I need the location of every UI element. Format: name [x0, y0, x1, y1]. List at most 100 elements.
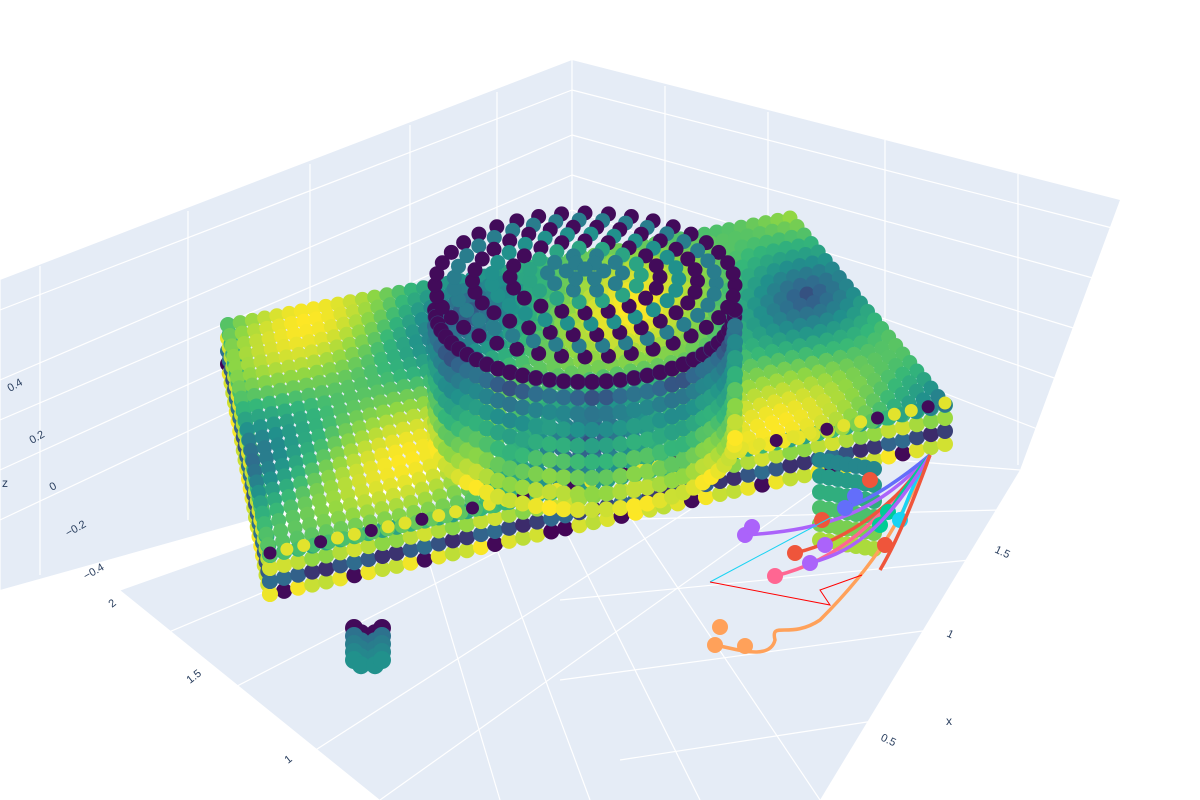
- voxel-point: [262, 573, 278, 589]
- voxel-point: [549, 290, 565, 306]
- voxel-point: [726, 482, 743, 499]
- voxel-point: [514, 383, 531, 400]
- voxel-point: [612, 483, 629, 500]
- voxel-point: [786, 430, 800, 444]
- voxel-point: [598, 389, 615, 406]
- voxel-point: [506, 258, 522, 274]
- voxel-point: [465, 273, 480, 289]
- voxel-point: [727, 334, 743, 350]
- voxel-point: [502, 233, 518, 249]
- voxel-point: [612, 435, 629, 452]
- voxel-point: [577, 305, 593, 321]
- voxel-point: [680, 295, 696, 311]
- voxel-point: [720, 299, 736, 315]
- voxel-point: [937, 436, 953, 452]
- voxel-point: [626, 450, 643, 467]
- voxel-point: [415, 512, 429, 526]
- voxel-point: [502, 412, 518, 429]
- voxel-point: [262, 560, 278, 576]
- y-tick-label: 1.5: [184, 667, 203, 686]
- voxel-point: [542, 372, 558, 388]
- voxel-point: [458, 542, 475, 559]
- voxel-point: [768, 460, 785, 477]
- voxel-point: [598, 421, 615, 438]
- voxel-point: [598, 437, 615, 454]
- voxel-point: [598, 485, 615, 502]
- voxel-point: [521, 320, 537, 336]
- voxel-point: [852, 441, 869, 458]
- voxel-point: [676, 316, 692, 332]
- voxel-point: [727, 318, 743, 334]
- voxel-point: [360, 551, 377, 568]
- voxel-point: [297, 539, 311, 552]
- voxel-point: [652, 412, 668, 429]
- voxel-point: [280, 542, 294, 556]
- voxel-point: [332, 570, 349, 587]
- voxel-point: [866, 425, 883, 442]
- voxel-point: [501, 297, 517, 313]
- voxel-point: [612, 387, 629, 404]
- voxel-point: [529, 526, 546, 543]
- voxel-point: [388, 531, 405, 548]
- voxel-point: [314, 535, 328, 549]
- voxel-point: [690, 243, 706, 259]
- voxel-point: [290, 579, 307, 596]
- voxel-point: [537, 312, 553, 328]
- voxel-point: [607, 254, 623, 270]
- voxel-point: [922, 426, 939, 443]
- voxel-point: [449, 505, 463, 519]
- trajectory-point: [787, 545, 803, 561]
- voxel-point: [514, 399, 531, 416]
- voxel-point: [374, 548, 391, 564]
- voxel-point: [612, 419, 629, 436]
- voxel-point: [527, 434, 544, 451]
- voxel-point: [727, 414, 743, 430]
- voxel-point: [489, 424, 506, 441]
- trajectory-line: [878, 454, 932, 571]
- voxel-point: [555, 453, 572, 470]
- voxel-point: [659, 324, 675, 340]
- voxel-point: [444, 545, 461, 562]
- voxel-point: [416, 551, 433, 568]
- trajectory-point: [837, 500, 853, 516]
- voxel-point: [522, 261, 538, 277]
- voxel-point: [555, 421, 572, 438]
- voxel-point: [577, 261, 593, 277]
- voxel-point: [598, 373, 614, 389]
- voxel-point: [458, 516, 475, 533]
- voxel-point: [276, 556, 293, 573]
- voxel-point: [471, 328, 487, 344]
- voxel-point: [711, 244, 727, 260]
- gridline: [559, 559, 971, 601]
- voxel-point: [318, 560, 335, 577]
- voxel-point: [820, 422, 834, 436]
- gridline: [299, 451, 781, 761]
- voxel-point: [554, 348, 570, 364]
- voxel-point: [531, 345, 547, 361]
- voxel-point: [569, 421, 586, 438]
- voxel-point: [489, 440, 506, 457]
- voxel-point: [332, 544, 349, 561]
- voxel-point: [796, 441, 813, 458]
- voxel-point: [502, 313, 518, 329]
- voxel-point: [486, 229, 502, 245]
- trajectory-point: [877, 537, 893, 553]
- voxel-point: [782, 457, 799, 474]
- voxel-point: [726, 469, 743, 486]
- voxel-point: [304, 563, 321, 580]
- voxel-point: [584, 453, 601, 470]
- voxel-point: [430, 535, 447, 552]
- voxel-point: [598, 405, 615, 422]
- voxel-point: [706, 264, 722, 280]
- voxel-point: [541, 483, 558, 500]
- voxel-point: [621, 298, 637, 314]
- voxel-point: [697, 489, 714, 506]
- voxel-point: [626, 418, 643, 435]
- voxel-point: [569, 405, 586, 422]
- voxel-point: [531, 251, 547, 267]
- voxel-point: [585, 514, 602, 531]
- trajectory-point: [707, 637, 723, 653]
- voxel-point: [467, 262, 483, 278]
- voxel-point: [612, 403, 629, 420]
